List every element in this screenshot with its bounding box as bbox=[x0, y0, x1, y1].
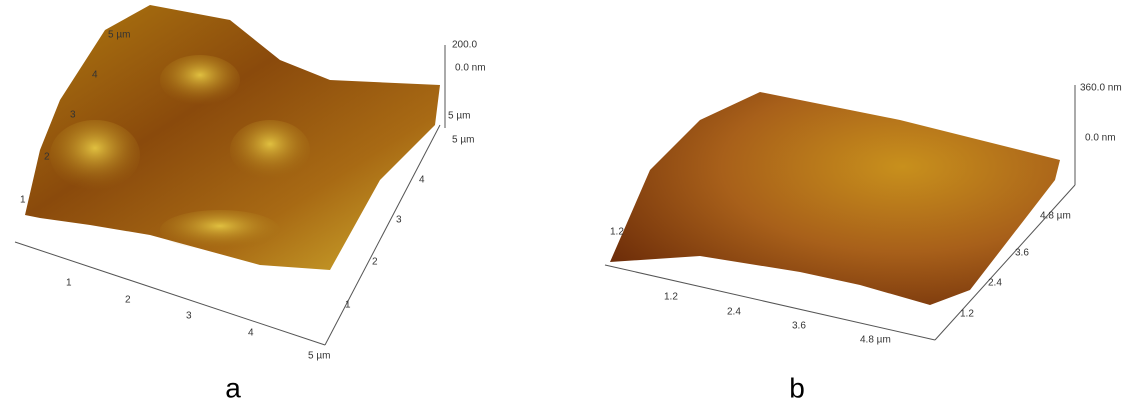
axis-label: 1.2 bbox=[610, 227, 624, 238]
axis bbox=[324, 124, 441, 346]
axis-label: 4.8 µm bbox=[860, 335, 891, 346]
axis-label: 4 bbox=[248, 328, 254, 339]
axis-label: 4.8 µm bbox=[1040, 211, 1071, 222]
axis bbox=[934, 184, 1076, 341]
axis-label: 3.6 bbox=[792, 321, 806, 332]
surface-feature bbox=[160, 55, 240, 105]
axis-label: 3 bbox=[70, 110, 76, 121]
axis-label: 4 bbox=[92, 70, 98, 81]
axis-label: 5 µm bbox=[452, 135, 474, 146]
surface bbox=[610, 92, 1060, 305]
axis-label: 3 bbox=[186, 311, 192, 322]
surface-feature bbox=[50, 120, 140, 190]
axis-label: 2.4 bbox=[988, 278, 1002, 289]
surface-feature bbox=[160, 210, 280, 250]
axis-label: 1.2 bbox=[664, 292, 678, 303]
caption: a bbox=[225, 372, 241, 403]
axis-label: 2 bbox=[372, 257, 378, 268]
axis bbox=[604, 264, 936, 341]
axis-label: 1 bbox=[345, 300, 351, 311]
axis-label: 1 bbox=[20, 195, 26, 206]
z-label: 5 µm bbox=[448, 111, 470, 122]
axis-label: 2 bbox=[44, 152, 50, 163]
axis-label: 1 bbox=[66, 278, 72, 289]
z-label: 0.0 nm bbox=[1085, 133, 1116, 144]
axis-label: 3.6 bbox=[1015, 248, 1029, 259]
z-label: 0.0 nm bbox=[455, 63, 486, 74]
axis bbox=[14, 241, 326, 346]
panel-b: 360.0 nm 0.0 nm 1.2 1.2 2.4 3.6 4.8 µm 1… bbox=[604, 83, 1122, 403]
caption: b bbox=[789, 372, 805, 403]
surface-feature bbox=[230, 120, 310, 180]
axis-label: 1.2 bbox=[960, 309, 974, 320]
axis-label: 5 µm bbox=[108, 30, 130, 41]
axis-label: 2 bbox=[125, 295, 131, 306]
axis-label: 3 bbox=[396, 215, 402, 226]
axis-label: 5 µm bbox=[308, 351, 330, 362]
axis-label: 4 bbox=[419, 175, 425, 186]
z-label: 360.0 nm bbox=[1080, 83, 1122, 94]
surface bbox=[25, 5, 440, 270]
panel-a: 200.0 0.0 nm 5 µm 5 µm 4 3 2 1 1 2 3 4 5… bbox=[14, 5, 486, 403]
axis-label: 2.4 bbox=[727, 307, 741, 318]
z-label: 200.0 bbox=[452, 40, 477, 51]
